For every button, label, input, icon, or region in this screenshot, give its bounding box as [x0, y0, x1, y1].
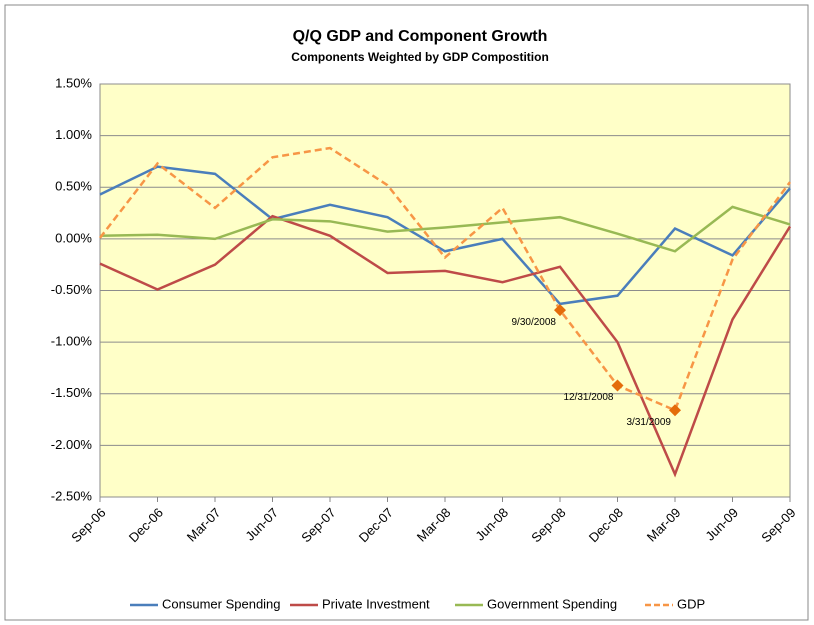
- y-tick-label: 1.00%: [55, 127, 92, 142]
- chart-subtitle: Components Weighted by GDP Compostition: [291, 50, 549, 64]
- y-tick-label: -2.50%: [51, 488, 93, 503]
- y-tick-label: -1.00%: [51, 334, 93, 349]
- annotation: 12/31/2008: [563, 392, 613, 403]
- y-tick-label: 0.50%: [55, 179, 92, 194]
- series-line: [99, 214, 792, 478]
- annotation-marker: [554, 304, 566, 317]
- series-line: [99, 205, 791, 253]
- legend-label: Consumer Spending: [162, 596, 281, 611]
- chart-title: Q/Q GDP and Component Growth: [293, 28, 548, 45]
- annotation-marker: [611, 379, 624, 392]
- y-tick-label: 1.50%: [55, 75, 92, 90]
- series-line: [99, 165, 791, 306]
- legend-label: GDP: [677, 596, 705, 611]
- y-tick-label: -2.00%: [51, 437, 93, 452]
- legend-label: Government Spending: [487, 596, 617, 611]
- annotation: 3/31/2009: [627, 417, 672, 428]
- y-tick-label: -1.50%: [51, 385, 93, 400]
- y-tick-label: 0.00%: [55, 230, 92, 245]
- legend-label: Private Investment: [322, 596, 430, 611]
- series-line: [99, 146, 792, 412]
- annotation-marker: [669, 404, 681, 417]
- y-tick-label: -0.50%: [51, 282, 93, 297]
- annotation: 9/30/2008: [512, 317, 557, 328]
